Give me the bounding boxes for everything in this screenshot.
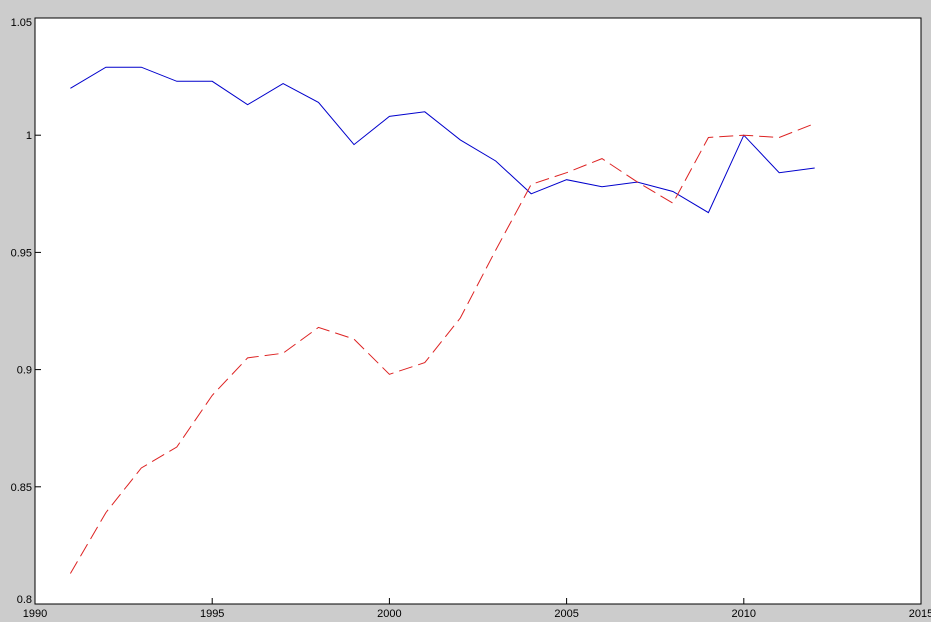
- series-line-2: [69, 123, 815, 574]
- x-tick-label: 1995: [200, 608, 224, 620]
- x-tick-label: 2010: [732, 608, 756, 620]
- series-line-1: [70, 66, 815, 214]
- y-tick-label: 0.9: [17, 365, 32, 377]
- x-tick-label: 2000: [377, 608, 401, 620]
- x-tick-label: 2015: [909, 608, 931, 620]
- x-axis: 1990 1995 2000 2005 2010 2015: [23, 598, 931, 620]
- plot-area: [34, 17, 922, 605]
- x-tick-label: 1990: [23, 608, 47, 620]
- y-axis: 0.8 0.85 0.9 0.95 1 1.05: [11, 17, 41, 606]
- series-layer: [69, 66, 815, 574]
- y-tick-label: 1: [26, 130, 32, 142]
- y-tick-label: 0.8: [17, 594, 32, 606]
- y-tick-label: 0.95: [11, 247, 32, 259]
- y-tick-label: 1.05: [11, 17, 32, 29]
- x-tick-label: 2005: [554, 608, 578, 620]
- y-tick-label: 0.85: [11, 482, 32, 494]
